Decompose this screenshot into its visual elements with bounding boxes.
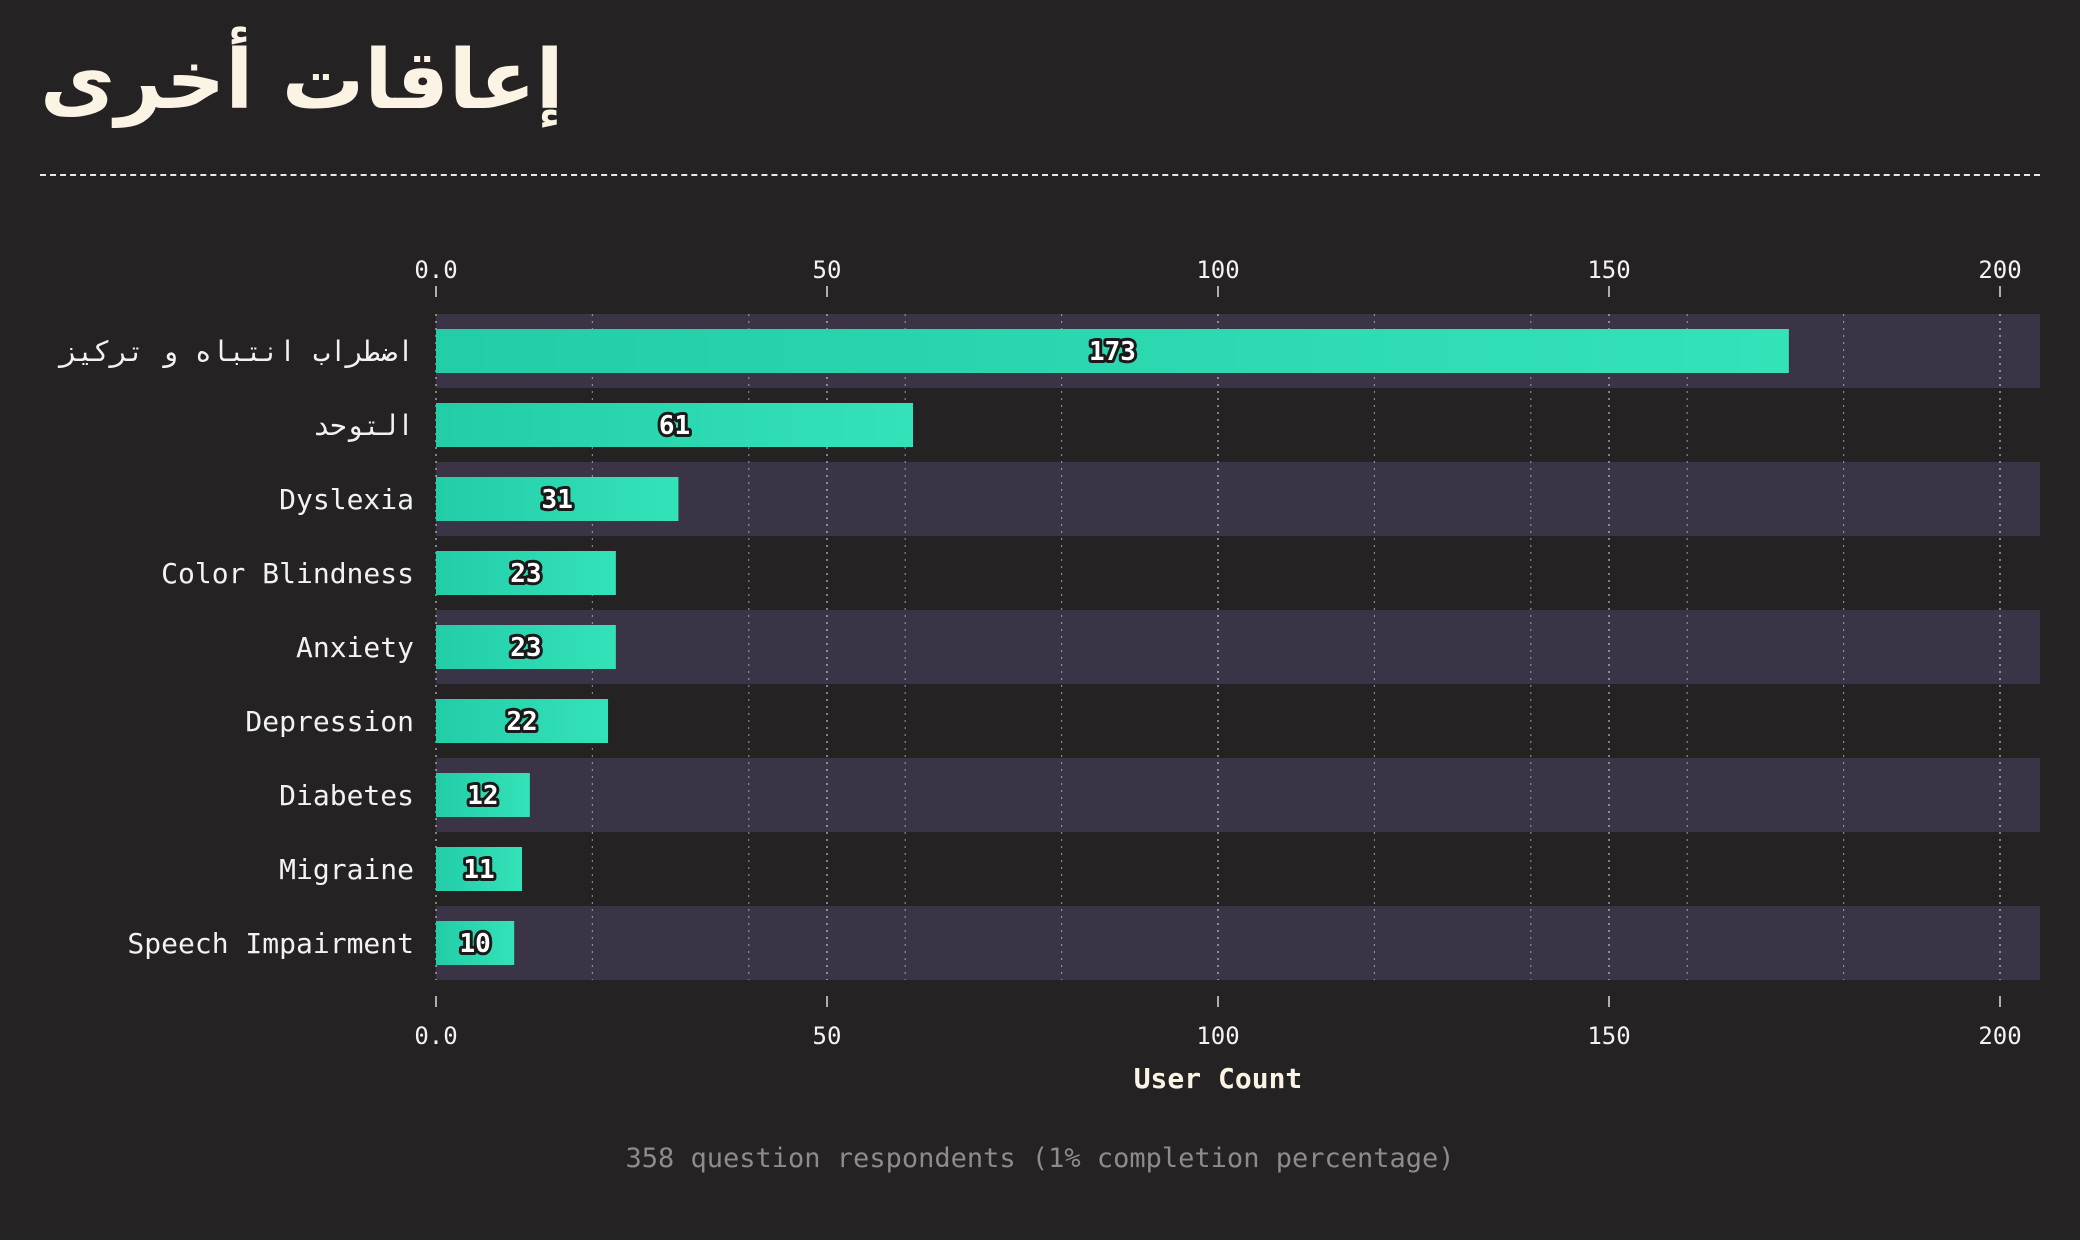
bar <box>436 403 914 447</box>
bar <box>436 699 609 743</box>
bars <box>436 329 1789 965</box>
x-axis-label: User Count <box>1134 1062 1303 1095</box>
bar <box>436 329 1789 373</box>
tick-label-bottom: 200 <box>1978 1022 2021 1050</box>
tick-label-bottom: 0.0 <box>414 1022 457 1050</box>
data-label: 61 <box>659 411 690 441</box>
category-label: اضطراب انتباه و تركيز <box>57 335 414 368</box>
category-label: التوحد <box>313 409 414 442</box>
data-label: 23 <box>510 633 541 663</box>
bar <box>436 477 679 521</box>
axis-ticks: 0.0 0.0 50 50 100 100 150 150 200 200 <box>414 256 2021 1050</box>
tick-label-top: 50 <box>813 256 842 284</box>
tick-label-top: 0.0 <box>414 256 457 284</box>
tick-label-bottom: 150 <box>1587 1022 1630 1050</box>
tick-label-top: 200 <box>1978 256 2021 284</box>
data-label: 11 <box>463 855 494 885</box>
category-label: Diabetes <box>279 779 414 812</box>
respondents-note: 358 question respondents (1% completion … <box>625 1143 1455 1174</box>
data-labels: 173 61 31 23 23 22 12 11 10 <box>456 334 1138 962</box>
category-labels: اضطراب انتباه و تركيز التوحد Dyslexia Color… <box>57 335 414 960</box>
tick-label-bottom: 50 <box>813 1022 842 1050</box>
data-label: 12 <box>467 781 498 811</box>
data-label: 10 <box>459 929 490 959</box>
category-label: Depression <box>245 705 414 738</box>
chart-title: إعاقات أخرى <box>40 33 564 128</box>
bar <box>436 847 523 891</box>
tick-label-bottom: 100 <box>1196 1022 1239 1050</box>
category-label: Anxiety <box>296 631 414 664</box>
bar <box>436 625 616 669</box>
title-divider <box>40 174 2040 176</box>
data-label: 22 <box>506 707 537 737</box>
data-label: 173 <box>1089 337 1136 367</box>
row-band <box>436 462 2040 536</box>
category-label: Color Blindness <box>161 557 414 590</box>
data-label: 31 <box>542 485 573 515</box>
bar <box>436 921 515 965</box>
tick-label-top: 150 <box>1587 256 1630 284</box>
tick-label-top: 100 <box>1196 256 1239 284</box>
row-band <box>436 610 2040 684</box>
data-label: 23 <box>510 559 541 589</box>
category-label: Dyslexia <box>279 483 414 516</box>
gridlines <box>435 314 2001 980</box>
bar <box>436 551 616 595</box>
row-bands <box>436 314 2040 980</box>
bar <box>436 773 530 817</box>
category-label: Speech Impairment <box>127 927 414 960</box>
row-band <box>436 758 2040 832</box>
category-label: Migraine <box>279 853 414 886</box>
row-band <box>436 906 2040 980</box>
